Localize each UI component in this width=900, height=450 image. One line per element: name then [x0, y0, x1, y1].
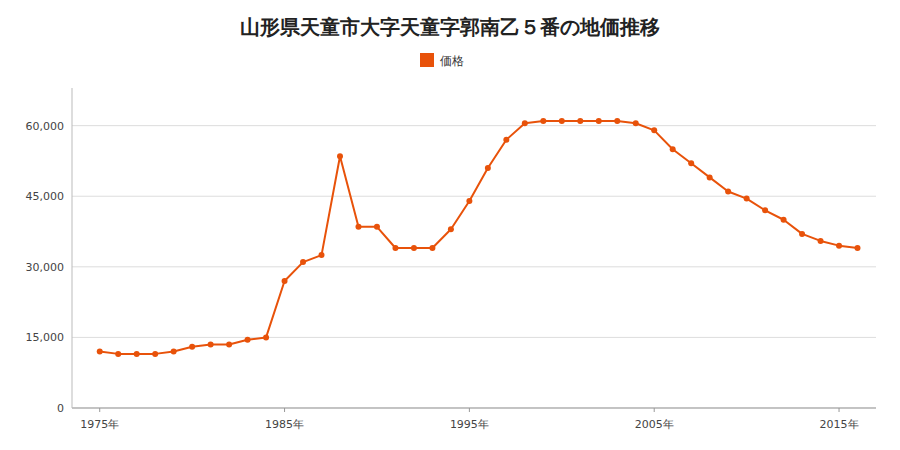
- point: [559, 118, 565, 124]
- point: [448, 226, 454, 232]
- y-tick-label: 30,000: [26, 261, 65, 274]
- y-tick-label: 45,000: [26, 190, 65, 203]
- grid-line: [72, 196, 876, 197]
- point: [134, 351, 140, 357]
- point: [707, 174, 713, 180]
- x-tick-label: 1975年: [80, 418, 119, 431]
- point: [245, 337, 251, 343]
- point: [614, 118, 620, 124]
- point: [836, 243, 842, 249]
- point: [226, 341, 232, 347]
- point: [670, 146, 676, 152]
- point: [540, 118, 546, 124]
- point: [651, 127, 657, 133]
- point: [97, 349, 103, 355]
- chart: 山形県天童市大字天童字郭南乙５番の地価推移 0 15,000 30,000 45,000…: [0, 0, 900, 450]
- x-tick-label: 1985年: [265, 418, 304, 431]
- grid-line: [72, 337, 876, 338]
- y-tick-label: 0: [57, 402, 64, 415]
- y-tick-label: 60,000: [26, 120, 65, 133]
- point: [725, 189, 731, 195]
- x-tick-label: 2005年: [635, 418, 674, 431]
- x-tick-label: 2015年: [820, 418, 859, 431]
- plot-area: [97, 118, 861, 357]
- point: [115, 351, 121, 357]
- x-tick: [284, 408, 285, 412]
- point: [596, 118, 602, 124]
- x-tick: [839, 408, 840, 412]
- point: [577, 118, 583, 124]
- point: [337, 153, 343, 159]
- grid-line: [72, 266, 876, 267]
- title: 山形県天童市大字天童字郭南乙５番の地価推移: [240, 15, 660, 39]
- point: [744, 196, 750, 202]
- point: [171, 349, 177, 355]
- point: [208, 341, 214, 347]
- point: [781, 217, 787, 223]
- point: [466, 198, 472, 204]
- point: [355, 224, 361, 230]
- x-tick: [654, 408, 655, 412]
- point: [319, 252, 325, 258]
- x-tick: [469, 408, 470, 412]
- y-grid: [72, 126, 876, 408]
- point: [762, 207, 768, 213]
- y-tick-label: 15,000: [26, 331, 65, 344]
- line: [100, 121, 858, 354]
- point: [503, 137, 509, 143]
- point: [633, 120, 639, 126]
- point: [392, 245, 398, 251]
- legend: 価格: [420, 53, 464, 68]
- point: [799, 231, 805, 237]
- legend-label: 価格: [440, 54, 464, 68]
- x-tick-label: 1995年: [450, 418, 489, 431]
- point: [855, 245, 861, 251]
- grid-line: [72, 408, 876, 409]
- grid-line: [72, 125, 876, 126]
- point: [485, 165, 491, 171]
- point: [189, 344, 195, 350]
- point: [152, 351, 158, 357]
- legend-swatch: [420, 53, 434, 67]
- point: [374, 224, 380, 230]
- y-axis-line: [72, 88, 73, 408]
- point: [818, 238, 824, 244]
- point: [300, 259, 306, 265]
- x-tick: [99, 408, 100, 412]
- point: [429, 245, 435, 251]
- point: [688, 160, 694, 166]
- point: [522, 120, 528, 126]
- point: [282, 278, 288, 284]
- point: [263, 334, 269, 340]
- point: [411, 245, 417, 251]
- x-axis-line: [72, 408, 876, 409]
